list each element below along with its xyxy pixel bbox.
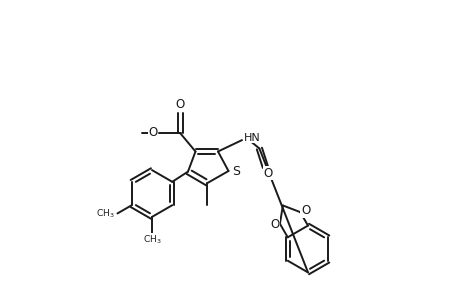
Text: CH$_3$: CH$_3$ <box>95 207 114 220</box>
Text: O: O <box>300 204 309 217</box>
Text: O: O <box>269 218 279 231</box>
Text: S: S <box>231 165 240 178</box>
Text: HN: HN <box>243 133 260 143</box>
Text: O: O <box>148 126 157 139</box>
Text: O: O <box>263 167 273 180</box>
Text: CH$_3$: CH$_3$ <box>142 234 161 246</box>
Text: O: O <box>175 98 185 112</box>
